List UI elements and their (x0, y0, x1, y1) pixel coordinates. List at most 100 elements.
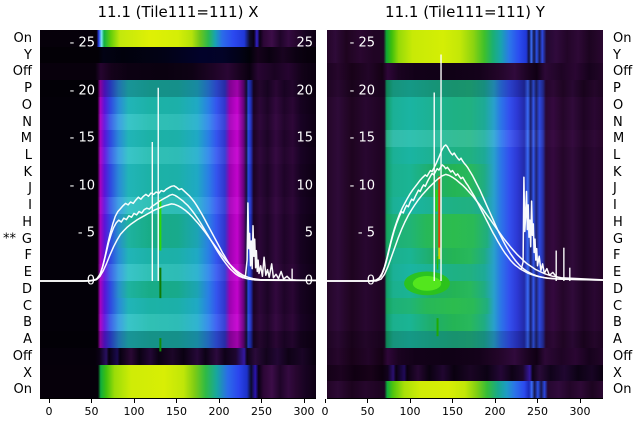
row-label-text: Y (613, 47, 621, 63)
y-tick-label-left-10: - 10 (69, 178, 95, 194)
profile-trace-2 (327, 173, 603, 282)
row-label-m-6: M (610, 130, 640, 147)
x-tick-label-0: 0 (45, 405, 53, 418)
row-label-text: O (613, 97, 624, 113)
heatmap-row-off-19 (327, 347, 603, 365)
heatmap-row-c-16 (327, 297, 603, 315)
row-label-text: G (21, 231, 32, 247)
row-label-i-10: I (610, 197, 640, 214)
row-label-g-12: ** G (0, 231, 34, 248)
heatmap-row-n-5 (40, 113, 316, 131)
row-label-n-5: N (610, 114, 640, 131)
heatmap-row-k-8 (327, 163, 603, 181)
row-label-text: X (23, 365, 32, 381)
row-label-text: K (23, 164, 32, 180)
row-label-f-13: F (610, 248, 640, 265)
y-tick-label-left-25: - 25 (69, 35, 95, 51)
row-label-c-16: C (610, 298, 640, 315)
row-label-off-2: Off (0, 63, 34, 80)
y-tick-label-right-0: 0 (304, 273, 313, 289)
heatmap-row-n-5 (327, 113, 603, 131)
row-label-text: Off (613, 64, 633, 80)
row-label-text: M (20, 131, 32, 147)
row-star-marker: ** (3, 231, 16, 247)
row-label-g-12: G (610, 231, 640, 248)
row-label-text: H (22, 214, 32, 230)
x-tick-0 (48, 399, 50, 403)
row-label-text: On (13, 382, 32, 398)
y-tick-label-right-5: 5 (304, 225, 313, 241)
row-label-text: A (23, 332, 32, 348)
x-tick-label-100: 100 (123, 405, 145, 418)
row-label-o-4: O (0, 97, 34, 114)
profile-trace-3 (242, 202, 297, 281)
heatmap-row-b-17 (40, 314, 316, 332)
panel-y-title: 11.1 (Tile111=111) Y (385, 3, 545, 21)
heatmap-row-o-4 (327, 96, 603, 114)
row-label-y-1: Y (610, 47, 640, 64)
y-tick-label-right-20: 20 (296, 83, 313, 99)
x-tick-200 (494, 399, 496, 403)
row-label-on-0: On (0, 30, 34, 47)
heatmap-row-a-18 (40, 331, 316, 348)
row-label-text: A (613, 332, 622, 348)
row-label-text: F (24, 248, 32, 264)
profile-trace-1 (40, 193, 316, 282)
row-label-e-14: E (610, 264, 640, 281)
x-axis-panel-y: 0 50 100 150 200 250 300 (322, 398, 603, 423)
row-label-text: X (613, 365, 622, 381)
row-label-text: Off (12, 64, 32, 80)
x-tick-250 (537, 399, 538, 403)
x-tick-label-150: 150 (442, 405, 463, 418)
row-label-k-8: K (610, 164, 640, 181)
heatmap-row-y-1 (327, 46, 603, 64)
heatmap-row-p-3 (40, 80, 316, 97)
y-tick-label-right-15: 15 (296, 130, 313, 146)
row-label-p-3: P (0, 80, 34, 97)
y-tick-label-left-5: - 5 (77, 225, 95, 241)
heatmap-x (40, 30, 316, 398)
row-label-text: M (613, 131, 625, 147)
x-tick-label-250: 250 (527, 405, 548, 418)
row-label-h-11: H (610, 214, 640, 231)
row-label-on-0: On (610, 30, 640, 47)
row-label-text: P (613, 81, 621, 97)
row-label-a-18: A (610, 331, 640, 348)
row-label-x-20: X (0, 365, 34, 382)
panel-x-title: 11.1 (Tile111=111) X (97, 3, 259, 21)
row-label-text: On (13, 30, 32, 46)
x-tick-0 (324, 399, 326, 403)
row-label-l-7: L (0, 147, 34, 164)
row-label-j-9: J (610, 181, 640, 198)
row-label-text: D (21, 281, 32, 297)
row-label-text: H (613, 214, 623, 230)
row-label-text: Y (24, 47, 32, 63)
row-label-f-13: F (0, 248, 34, 265)
row-label-d-15: D (610, 281, 640, 298)
row-label-text: P (24, 81, 32, 97)
x-tick-150 (452, 399, 453, 403)
heatmap-row-o-4 (40, 96, 316, 114)
heatmap-row-l-7 (327, 147, 603, 164)
x-tick-label-200: 200 (484, 405, 506, 418)
row-label-j-9: J (0, 181, 34, 198)
row-label-text: Off (12, 348, 32, 364)
x-tick-label-250: 250 (251, 405, 272, 418)
row-label-off-2: Off (610, 63, 640, 80)
row-label-h-11: H (0, 214, 34, 231)
row-label-x-20: X (610, 365, 640, 382)
x-tick-50 (91, 399, 92, 403)
x-tick-label-300: 300 (293, 405, 315, 418)
heatmap-row-off-2 (40, 63, 316, 81)
heatmap-row-on-0 (40, 30, 316, 47)
profile-trace-3 (520, 176, 563, 279)
row-label-text: N (22, 114, 32, 130)
heatmap-row-p-3 (327, 80, 603, 97)
y-tick-label-left-0: 0 (86, 273, 95, 289)
row-label-text: E (613, 265, 622, 281)
x-axis-panel-x: 0 50 100 150 200 250 300 (40, 398, 316, 423)
heatmap-row-m-6 (327, 130, 603, 148)
x-tick-label-50: 50 (84, 405, 99, 418)
row-label-text: K (613, 164, 622, 180)
